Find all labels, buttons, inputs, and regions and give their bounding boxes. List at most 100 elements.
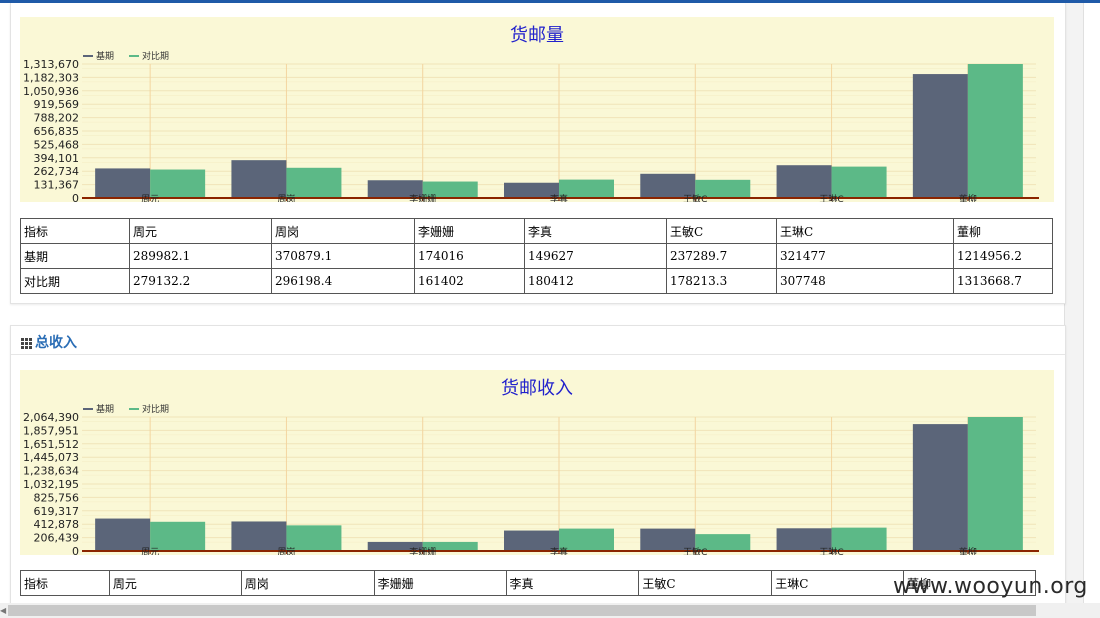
bar bbox=[150, 169, 206, 198]
y-tick-label: 1,182,303 bbox=[23, 71, 79, 84]
bar bbox=[831, 527, 887, 551]
y-tick-label: 412,878 bbox=[34, 518, 80, 531]
bar bbox=[286, 167, 342, 198]
table-cell: 周岗 bbox=[240, 570, 375, 596]
y-tick-label: 619,317 bbox=[34, 505, 80, 518]
y-tick-label: 525,468 bbox=[34, 138, 80, 151]
legend-label: 对比期 bbox=[142, 403, 169, 415]
bar bbox=[967, 417, 1023, 551]
table-cell: 279132.2 bbox=[129, 268, 272, 294]
bar bbox=[95, 168, 151, 198]
y-tick-label: 262,734 bbox=[34, 165, 80, 178]
table-cell: 指标 bbox=[20, 218, 130, 244]
x-tick-label: 王敏C bbox=[683, 546, 707, 555]
table-cell: 董柳 bbox=[953, 218, 1053, 244]
table-header-row: 指标 周元 周岗 李姗姗 李真 王敏C 王琳C 董柳 bbox=[20, 218, 1053, 244]
y-tick-label: 131,367 bbox=[34, 179, 80, 192]
table-cell: 1313668.7 bbox=[953, 268, 1053, 294]
bar bbox=[695, 179, 751, 198]
chart-title: 货邮收入 bbox=[501, 378, 573, 399]
panel-header: 总收入 bbox=[11, 326, 1065, 355]
bar bbox=[776, 528, 832, 551]
table-cell: 指标 bbox=[20, 570, 110, 596]
bar bbox=[95, 518, 151, 551]
y-tick-label: 1,032,195 bbox=[23, 478, 79, 491]
bar bbox=[912, 424, 968, 551]
x-tick-label: 周岗 bbox=[277, 194, 295, 202]
right-side-rail bbox=[1064, 3, 1084, 603]
bar bbox=[640, 173, 696, 198]
table-cell: 周岗 bbox=[271, 218, 415, 244]
x-tick-label: 李姗姗 bbox=[409, 193, 436, 202]
table-row: 基期 289982.1 370879.1 174016 149627 23728… bbox=[20, 243, 1053, 269]
bar bbox=[695, 534, 751, 551]
table-cell: 178213.3 bbox=[666, 268, 777, 294]
table-cell: 王琳C bbox=[776, 218, 954, 244]
bar bbox=[559, 179, 614, 198]
table-cell: 289982.1 bbox=[129, 243, 272, 269]
table-cell: 296198.4 bbox=[271, 268, 415, 294]
x-tick-label: 周元 bbox=[141, 547, 159, 555]
bar bbox=[367, 180, 423, 198]
bar bbox=[504, 182, 559, 198]
cargo-income-table: 指标 周元 周岗 李姗姗 李真 王敏C 王琳C 董柳 bbox=[20, 570, 1036, 596]
bar bbox=[912, 74, 968, 198]
table-cell: 周元 bbox=[129, 218, 272, 244]
table-cell: 180412 bbox=[524, 268, 667, 294]
scroll-left-icon[interactable]: ◀ bbox=[0, 606, 7, 615]
y-tick-label: 1,313,670 bbox=[23, 58, 79, 71]
table-cell: 307748 bbox=[776, 268, 954, 294]
y-tick-label: 0 bbox=[72, 192, 79, 202]
bar bbox=[422, 541, 478, 551]
bar bbox=[286, 525, 342, 551]
table-cell: 王琳C bbox=[771, 570, 905, 596]
table-header-row: 指标 周元 周岗 李姗姗 李真 王敏C 王琳C 董柳 bbox=[20, 570, 1036, 596]
bar bbox=[367, 541, 423, 551]
y-tick-label: 1,857,951 bbox=[23, 424, 79, 437]
y-tick-label: 919,569 bbox=[34, 98, 80, 111]
table-cell: 李真 bbox=[505, 570, 640, 596]
horizontal-scrollbar[interactable]: ◀ bbox=[0, 603, 1100, 618]
bar bbox=[776, 165, 832, 198]
table-cell: 370879.1 bbox=[271, 243, 415, 269]
table-cell: 李姗姗 bbox=[414, 218, 525, 244]
table-cell: 321477 bbox=[776, 243, 954, 269]
table-cell: 李真 bbox=[524, 218, 667, 244]
bar bbox=[831, 166, 887, 198]
cargo-volume-table: 指标 周元 周岗 李姗姗 李真 王敏C 王琳C 董柳 基期 289982.1 3… bbox=[20, 218, 1053, 294]
bar bbox=[231, 521, 287, 551]
panel-title: 总收入 bbox=[35, 335, 77, 351]
bar bbox=[231, 160, 287, 198]
x-tick-label: 董柳 bbox=[959, 193, 977, 202]
bar bbox=[640, 528, 696, 551]
bar bbox=[150, 521, 206, 551]
y-tick-label: 0 bbox=[72, 545, 79, 555]
watermark: www.wooyun.org bbox=[893, 574, 1088, 599]
x-tick-label: 李姗姗 bbox=[409, 546, 436, 555]
x-tick-label: 王敏C bbox=[683, 193, 707, 202]
x-tick-label: 周元 bbox=[141, 194, 159, 202]
y-tick-label: 1,651,512 bbox=[23, 438, 79, 451]
legend-label: 基期 bbox=[96, 403, 114, 415]
y-tick-label: 1,238,634 bbox=[23, 465, 79, 478]
table-cell: 李姗姗 bbox=[373, 570, 507, 596]
cargo-income-chart: 0206,439412,878619,317825,7561,032,1951,… bbox=[20, 370, 1054, 555]
bar bbox=[967, 64, 1023, 198]
y-tick-label: 206,439 bbox=[34, 532, 80, 545]
legend-label: 对比期 bbox=[142, 50, 169, 62]
y-tick-label: 1,445,073 bbox=[23, 451, 79, 464]
scrollbar-thumb[interactable] bbox=[8, 605, 1036, 616]
y-tick-label: 656,835 bbox=[34, 125, 80, 138]
table-cell: 王敏C bbox=[638, 570, 773, 596]
x-tick-label: 李真 bbox=[550, 193, 568, 202]
x-tick-label: 王琳C bbox=[819, 193, 843, 202]
table-cell: 周元 bbox=[108, 570, 242, 596]
bar bbox=[422, 181, 478, 198]
x-tick-label: 周岗 bbox=[277, 547, 295, 555]
table-cell: 基期 bbox=[20, 243, 130, 269]
cargo-volume-chart: 0131,367262,734394,101525,468656,835788,… bbox=[20, 17, 1054, 202]
bar bbox=[559, 528, 614, 551]
table-row: 对比期 279132.2 296198.4 161402 180412 1782… bbox=[20, 268, 1053, 294]
table-cell: 149627 bbox=[524, 243, 667, 269]
x-tick-label: 李真 bbox=[550, 546, 568, 555]
